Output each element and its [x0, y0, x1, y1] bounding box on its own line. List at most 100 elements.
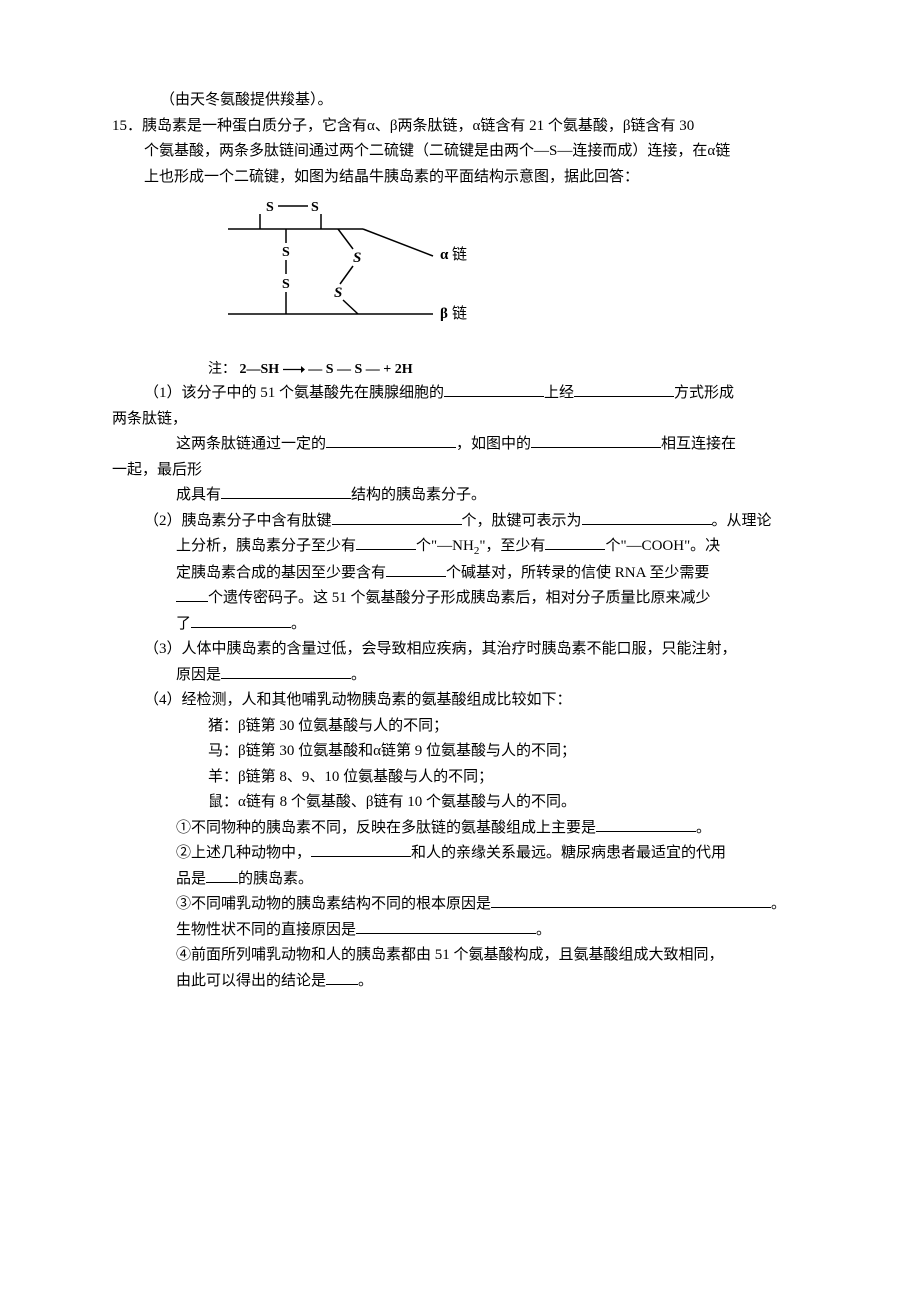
sub4-q2b: 和人的亲缘关系最远。糖尿病患者最适宜的代用: [411, 845, 726, 861]
q15-intro-3: 上也形成一个二硫键，如图为结晶牛胰岛素的平面结构示意图，据此回答：: [112, 165, 790, 191]
blank: [531, 433, 661, 448]
sub2-5b: 。: [291, 616, 306, 632]
sub4-q2: ②上述几种动物中， 和人的亲缘关系最远。糖尿病患者最适宜的代用: [112, 841, 790, 867]
sub4-q3: ③不同哺乳动物的胰岛素结构不同的根本原因是 。: [112, 892, 790, 918]
sub1-line1: （1）该分子中的 51 个氨基酸先在胰腺细胞的 上经 方式形成: [112, 381, 790, 407]
sub4-mouse: 鼠：α链有 8 个氨基酸、β链有 10 个氨基酸与人的不同。: [112, 790, 790, 816]
sub4-q4-cont: 由此可以得出的结论是 。: [112, 969, 790, 995]
sub4-q3-cont: 生物性状不同的直接原因是 。: [112, 918, 790, 944]
blank: [206, 868, 238, 883]
sub2-line1: （2）胰岛素分子中含有肽键 个，肽键可表示为 。从理论: [112, 509, 790, 535]
blank: [596, 817, 696, 832]
blank: [356, 919, 536, 934]
svg-text:S: S: [282, 277, 290, 292]
sub4-sheep: 羊：β链第 8、9、10 位氨基酸与人的不同；: [112, 765, 790, 791]
blank: [356, 535, 416, 550]
sub1-line1-cont: 两条肽链，: [112, 407, 790, 433]
blank: [491, 893, 771, 908]
sub2-2d: 个"—COOH"。决: [605, 538, 720, 554]
sub3-line1: （3）人体中胰岛素的含量过低，会导致相应疾病，其治疗时胰岛素不能口服，只能注射，: [112, 637, 790, 663]
blank: [221, 664, 351, 679]
sub4-q4b: 由此可以得出的结论是: [176, 973, 326, 989]
sub2-2c: "，至少有: [479, 538, 545, 554]
svg-text:α: α: [440, 247, 449, 263]
note-formula-2: — S — S —: [308, 362, 380, 377]
sub2-1c: 。从理论: [712, 513, 772, 529]
note-prefix: 注：: [208, 362, 236, 377]
svg-text:S: S: [353, 250, 361, 266]
sub1-line3: 成具有 结构的胰岛素分子。: [112, 483, 790, 509]
sub1-t2c: 相互连接在: [661, 436, 736, 452]
sub2-3a: 定胰岛素合成的基因至少要含有: [176, 565, 386, 581]
note-formula-3: + 2H: [383, 362, 412, 377]
blank: [444, 382, 544, 397]
svg-text:β: β: [440, 306, 448, 322]
blank: [326, 433, 456, 448]
sub1-line2-cont: 一起，最后形: [112, 458, 790, 484]
sub2-line2: 上分析，胰岛素分子至少有个"—NH2"，至少有个"—COOH"。决: [112, 534, 790, 561]
sub4-q3d: 。: [536, 922, 551, 938]
svg-text:链: 链: [452, 305, 467, 322]
blank: [176, 587, 208, 602]
sub2-line5: 了。: [112, 612, 790, 638]
sub4-q2a: ②上述几种动物中，: [176, 845, 311, 861]
sub4-q3a: ③不同哺乳动物的胰岛素结构不同的根本原因是: [176, 896, 491, 912]
q15-intro-2: 个氨基酸，两条多肽链间通过两个二硫键（二硫键是由两个—S—连接而成）连接，在α链: [112, 139, 790, 165]
blank: [582, 510, 712, 525]
sub4-intro: （4）经检测，人和其他哺乳动物胰岛素的氨基酸组成比较如下：: [112, 688, 790, 714]
sub2-4a: 个遗传密码子。这 51 个氨基酸分子形成胰岛素后，相对分子质量比原来减少: [208, 590, 711, 606]
q15-number: 15．: [112, 118, 142, 134]
sub2-line3: 定胰岛素合成的基因至少要含有 个碱基对，所转录的信使 RNA 至少需要: [112, 561, 790, 587]
sub1-t3a: 成具有: [176, 487, 221, 503]
sub1-t3b: 结构的胰岛素分子。: [351, 487, 486, 503]
q15-intro-text-1: 胰岛素是一种蛋白质分子，它含有α、β两条肽链，α链含有 21 个氨基酸，β链含有…: [142, 118, 694, 134]
svg-text:S: S: [282, 245, 290, 260]
sub2-2b: 个"—NH: [416, 538, 474, 554]
blank: [311, 842, 411, 857]
sub2-2a: 上分析，胰岛素分子至少有: [176, 538, 356, 554]
svg-text:链: 链: [452, 246, 467, 263]
sub4-q1b: 。: [696, 820, 711, 836]
sub2-1a: （2）胰岛素分子中含有肽键: [144, 513, 332, 529]
svg-text:S: S: [266, 200, 274, 215]
sub1-t2b: ，如图中的: [456, 436, 531, 452]
sub4-q1: ①不同物种的胰岛素不同，反映在多肽链的氨基酸组成上主要是 。: [112, 816, 790, 842]
sub4-q4: ④前面所列哺乳动物和人的胰岛素都由 51 个氨基酸构成，且氨基酸组成大致相同，: [112, 943, 790, 969]
blank: [386, 562, 446, 577]
blank: [545, 535, 605, 550]
arrow-icon: [283, 365, 305, 374]
sub1-t1a: （1）该分子中的 51 个氨基酸先在胰腺细胞的: [144, 385, 444, 401]
blank: [191, 613, 291, 628]
sub4-q3c: 生物性状不同的直接原因是: [176, 922, 356, 938]
sub2-1b: 个，肽键可表示为: [462, 513, 582, 529]
sub2-line4: 个遗传密码子。这 51 个氨基酸分子形成胰岛素后，相对分子质量比原来减少: [112, 586, 790, 612]
svg-text:S: S: [334, 285, 342, 301]
sub4-pig: 猪：β链第 30 位氨基酸与人的不同；: [112, 714, 790, 740]
sub4-q2c: 品是: [176, 871, 206, 887]
insulin-diagram: α 链 S S S S S S β 链: [208, 194, 478, 354]
sub1-line2: 这两条肽链通过一定的 ，如图中的 相互连接在: [112, 432, 790, 458]
q15-intro-1: 15．胰岛素是一种蛋白质分子，它含有α、β两条肽链，α链含有 21 个氨基酸，β…: [112, 114, 790, 140]
blank: [574, 382, 674, 397]
sub1-t1b: 上经: [544, 385, 574, 401]
sub4-q2d: 的胰岛素。: [238, 871, 313, 887]
svg-text:S: S: [311, 200, 319, 215]
blank: [326, 970, 358, 985]
sub1-t2a: 这两条肽链通过一定的: [176, 436, 326, 452]
sub2-3b: 个碱基对，所转录的信使 RNA 至少需要: [446, 565, 709, 581]
diagram-note: 注： 2—SH — S — S — + 2H: [208, 358, 790, 382]
sub4-q1a: ①不同物种的胰岛素不同，反映在多肽链的氨基酸组成上主要是: [176, 820, 596, 836]
sub3-2b: 。: [351, 667, 366, 683]
sub4-q3b: 。: [771, 896, 786, 912]
blank: [221, 484, 351, 499]
sub1-t1c: 方式形成: [674, 385, 734, 401]
sub4-q4c: 。: [358, 973, 373, 989]
sub2-5a: 了: [176, 616, 191, 632]
sub4-q2-cont: 品是 的胰岛素。: [112, 867, 790, 893]
note-formula-1: 2—SH: [240, 362, 280, 377]
sub4-horse: 马：β链第 30 位氨基酸和α链第 9 位氨基酸与人的不同；: [112, 739, 790, 765]
preamble-line: （由天冬氨酸提供羧基）。: [112, 88, 790, 114]
sub3-2a: 原因是: [176, 667, 221, 683]
blank: [332, 510, 462, 525]
sub3-line2: 原因是 。: [112, 663, 790, 689]
